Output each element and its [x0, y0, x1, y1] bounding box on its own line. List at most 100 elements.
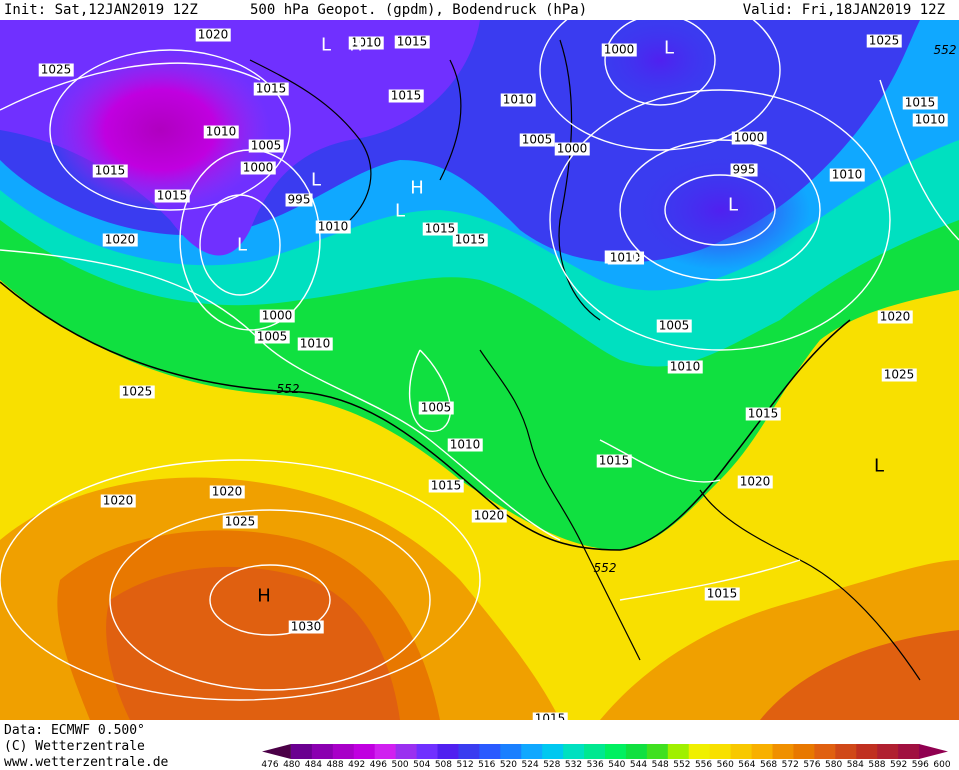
pressure-label: 1005	[254, 329, 290, 344]
pressure-label: 1015	[596, 453, 632, 468]
pressure-label: 1015	[452, 232, 488, 247]
colorbar-segment	[500, 744, 522, 759]
colorbar-segment	[416, 744, 438, 759]
low-pressure-center: L	[236, 234, 248, 256]
isobar-lines	[0, 20, 959, 701]
pressure-label: 1030	[288, 619, 324, 634]
colorbar-ticks: 476 480 484 488 492 496 500 504 508 512 516 520 524 5…	[261, 760, 950, 770]
pressure-label: 1025	[222, 514, 258, 529]
colorbar-segment	[290, 744, 313, 759]
header-bar: Init: Sat,12JAN2019 12Z 500 hPa Geopot. …	[0, 0, 959, 20]
colorbar-segment	[395, 744, 418, 759]
colorbar-segment	[709, 744, 732, 759]
pressure-label: 1010	[297, 336, 333, 351]
pressure-label: 1015	[532, 712, 568, 720]
colorbar-tick-label: 500	[391, 760, 409, 770]
colorbar-tick-label: 504	[413, 760, 431, 770]
weather-map: 1020 1025 1015 1010 1005 1000 1015 995 1…	[0, 20, 959, 720]
pressure-label: 1025	[881, 367, 917, 382]
contour-552	[0, 281, 851, 551]
pressure-label: 1025	[38, 62, 74, 77]
colorbar-tick-label: 544	[629, 760, 648, 770]
pressure-label: 1015	[428, 478, 464, 493]
colorbar-tick-label: 492	[348, 760, 366, 770]
pressure-label: 1000	[259, 308, 295, 323]
pressure-label: 995	[285, 192, 313, 207]
colorbar-tick-label: 572	[781, 760, 799, 770]
pressure-label: 1010	[500, 92, 536, 107]
colorbar-segment	[542, 744, 564, 759]
colorbar-segment	[772, 744, 794, 759]
colorbar-tick-label: 548	[651, 760, 669, 770]
colorbar-tick-label: 580	[825, 760, 843, 770]
colorbar-tick-label: 496	[369, 760, 387, 770]
colorbar-segment	[835, 744, 857, 759]
pressure-label: 1010	[667, 359, 703, 374]
colorbar-tick-label: 584	[846, 760, 864, 770]
map-title: 500 hPa Geopot. (gpdm), Bodendruck (hPa)	[250, 2, 588, 18]
colorbar-segment	[584, 744, 606, 759]
colorbar-segment	[625, 744, 648, 759]
pressure-label: 1000	[554, 141, 590, 156]
pressure-label: 1010	[829, 167, 865, 182]
pressure-label: 1010	[447, 437, 483, 452]
colorbar-tick-label: 480	[283, 760, 301, 770]
colorbar-segment	[479, 744, 501, 759]
pressure-label: 1020	[471, 508, 507, 523]
pressure-label: 1015	[388, 88, 424, 103]
colorbar-segment	[646, 744, 669, 759]
pressure-label: 1010	[607, 250, 643, 265]
pressure-label: 1020	[100, 493, 136, 508]
colorbar-segment	[563, 744, 585, 759]
colorbar-segment	[311, 744, 334, 759]
data-source-label: Data: ECMWF 0.500°	[4, 723, 145, 738]
coastline-lines	[249, 39, 921, 681]
colorbar-tick-label: 596	[911, 760, 929, 770]
colorbar-tick-label: 488	[326, 760, 344, 770]
pressure-label: 1020	[102, 232, 138, 247]
website-link[interactable]: www.wetterzentrale.de	[4, 755, 169, 770]
valid-time-label: Valid: Fri,18JAN2019 12Z	[742, 2, 945, 18]
colorbar-tick-label: 528	[543, 760, 561, 770]
colorbar-segment	[332, 744, 355, 759]
fill-blue-low-n	[590, 20, 730, 110]
pressure-label: 1020	[209, 484, 245, 499]
geopotential-label: 552	[276, 382, 300, 396]
colorbar-segment	[688, 744, 711, 759]
colorbar-tick-label: 536	[586, 760, 604, 770]
colorbar-tick-label: 592	[890, 760, 908, 770]
colorbar-segment	[353, 744, 376, 759]
colorbar-segment	[262, 744, 291, 759]
pressure-label: 1000	[240, 160, 276, 175]
geopotential-label: 552	[933, 43, 957, 57]
pressure-label: 1015	[154, 188, 190, 203]
colorbar-segment	[814, 744, 836, 759]
pressure-label: 1015	[92, 163, 128, 178]
low-pressure-center: L	[873, 455, 885, 477]
pressure-label: 1015	[253, 81, 289, 96]
pressure-label: 995	[730, 162, 758, 177]
colorbar-tick-label: 564	[738, 760, 756, 770]
pressure-label: 1000	[601, 42, 637, 57]
pressure-label: 1015	[704, 586, 740, 601]
pressure-label: 1000	[731, 130, 767, 145]
colorbar-segment	[856, 744, 878, 759]
colorbar-tick-label: 532	[564, 760, 583, 770]
colorbar-tick-label: 552	[673, 760, 691, 770]
low-pressure-center: L	[394, 200, 406, 222]
init-time-label: Init: Sat,12JAN2019 12Z	[4, 2, 198, 18]
pressure-label: 1010	[203, 124, 239, 139]
colorbar-segment	[898, 744, 920, 759]
colorbar-tick-label: 576	[803, 760, 821, 770]
pressure-label: 1020	[877, 309, 913, 324]
colorbar-tick-label: 516	[478, 760, 496, 770]
fill-blue-low	[630, 150, 810, 270]
colorbar-tick-label: 568	[759, 760, 778, 770]
pressure-label: 1015	[745, 406, 781, 421]
colorbar-tick-label: 560	[716, 760, 734, 770]
pressure-label: 1020	[737, 474, 773, 489]
colorbar-tick-label: 524	[521, 760, 539, 770]
pressure-label: 1015	[422, 221, 458, 236]
colorbar-tick-label: 556	[694, 760, 713, 770]
colorbar-tick-label: 512	[456, 760, 474, 770]
